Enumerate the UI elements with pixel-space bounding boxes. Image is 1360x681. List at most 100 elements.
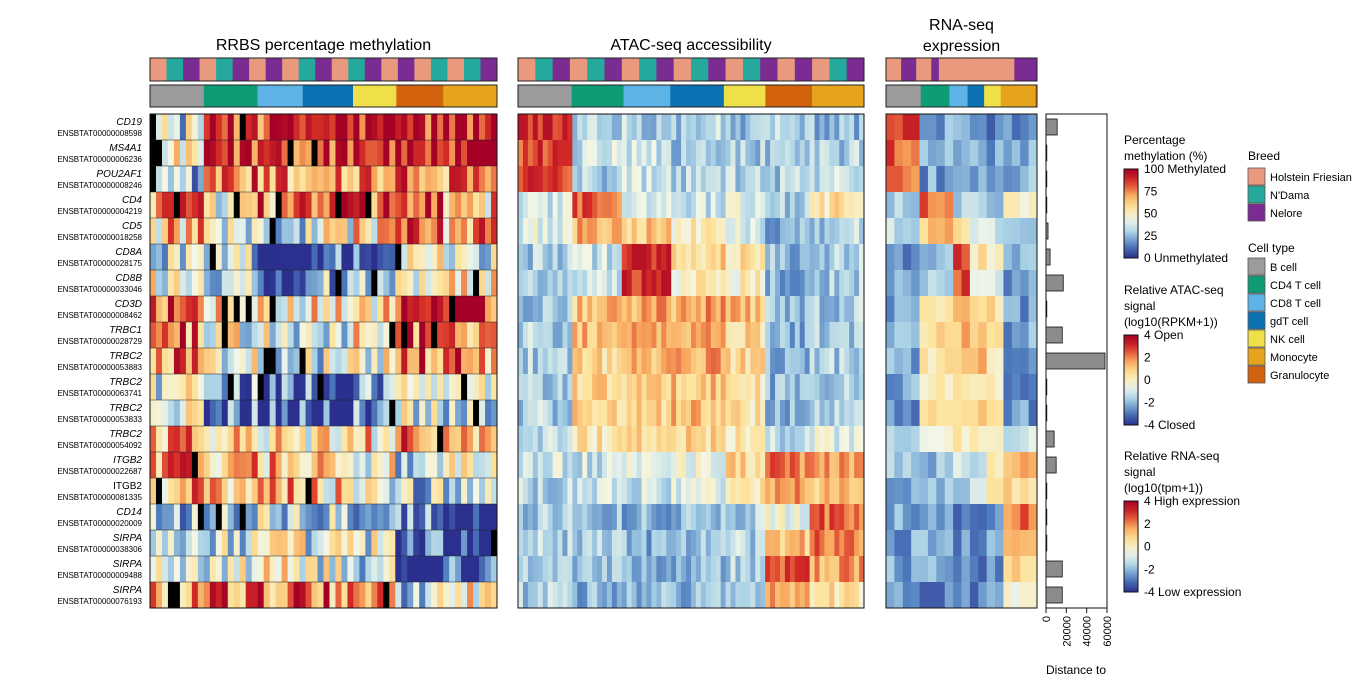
heat-cell (710, 192, 717, 219)
heat-cell (995, 140, 1004, 167)
heat-cell (567, 504, 573, 531)
heat-cell (407, 348, 414, 375)
heat-cell (179, 296, 187, 323)
heat-cell (819, 452, 825, 479)
heat-cell (621, 374, 628, 401)
heat-cell (547, 400, 553, 427)
heat-cell (215, 348, 223, 375)
heat-cell (161, 582, 169, 609)
heat-cell (203, 244, 211, 271)
heat-cell (770, 530, 776, 557)
heat-cell (323, 296, 330, 323)
heat-cell (239, 218, 247, 245)
heat-cell (839, 478, 845, 505)
heat-cell (927, 166, 937, 193)
heat-cell (317, 296, 324, 323)
heat-cell (730, 348, 736, 375)
heat-cell (691, 452, 697, 479)
heat-cell (651, 166, 657, 193)
heat-cell (311, 530, 318, 557)
heat-cell (197, 426, 205, 453)
heat-cell (542, 478, 548, 505)
heat-cell (227, 270, 235, 297)
heat-cell (854, 218, 860, 245)
heat-cell (537, 244, 544, 271)
heat-cell (740, 322, 746, 349)
breed-cell-n-dama (535, 58, 553, 81)
heat-cell (341, 374, 348, 401)
heat-cell (936, 296, 946, 323)
heat-cell (978, 322, 988, 349)
heat-cell (347, 426, 354, 453)
heat-cell (784, 582, 791, 609)
heat-cell (839, 166, 845, 193)
heat-cell (740, 452, 746, 479)
heat-cell (676, 322, 682, 349)
heat-cell (527, 426, 534, 453)
heat-cell (532, 218, 539, 245)
heat-cell (167, 582, 175, 609)
heat-cell (221, 244, 229, 271)
heat-cell (413, 478, 420, 505)
heat-cell (293, 322, 300, 349)
breed-cell-holstein-friesian (938, 58, 955, 81)
heat-cell (233, 348, 241, 375)
heat-cell (809, 322, 815, 349)
heat-cell (491, 114, 498, 141)
heat-cell (789, 140, 796, 167)
heat-cell (150, 478, 157, 505)
heat-cell (557, 374, 563, 401)
heat-cell (1011, 452, 1021, 479)
heat-cell (552, 582, 558, 609)
heat-cell (443, 114, 450, 141)
heat-cell (251, 322, 259, 349)
heat-cell (167, 140, 175, 167)
heat-cell (572, 270, 578, 297)
heat-cell (209, 244, 217, 271)
heat-cell (745, 400, 751, 427)
heat-cell (700, 348, 707, 375)
heat-cell (755, 452, 761, 479)
row-label-ensembl: ENSBTAT00000009488 (57, 571, 142, 580)
heat-cell (592, 530, 598, 557)
heat-cell (413, 218, 420, 245)
heat-cell (359, 114, 366, 141)
heat-cell (686, 296, 692, 323)
heat-cell (691, 322, 697, 349)
heat-cell (401, 426, 408, 453)
heat-cell (735, 322, 741, 349)
heat-cell (986, 348, 996, 375)
heat-cell (691, 114, 697, 141)
heat-cell (542, 114, 548, 141)
heat-cell (557, 452, 563, 479)
heat-cell (577, 478, 583, 505)
heat-cell (467, 530, 474, 557)
heat-cell (371, 400, 378, 427)
heat-cell (527, 296, 534, 323)
heat-cell (775, 400, 781, 427)
heat-cell (329, 556, 336, 583)
heat-cell (1020, 192, 1029, 219)
heat-cell (233, 218, 241, 245)
heat-cell (1003, 348, 1013, 375)
heat-cell (661, 374, 667, 401)
row-labels: CD19ENSBTAT00000008598MS4A1ENSBTAT000000… (57, 117, 142, 606)
heat-cell (269, 348, 276, 375)
heat-cell (245, 582, 253, 609)
heat-cell (377, 452, 384, 479)
heat-cell (1020, 400, 1029, 427)
heat-cell (203, 374, 211, 401)
celltype-cell-b-cell (150, 85, 205, 107)
row-label-gene: TRBC2 (109, 351, 142, 362)
heat-cell (730, 478, 736, 505)
heat-cell (592, 296, 598, 323)
heat-cell (577, 348, 583, 375)
heat-cell (527, 400, 534, 427)
heat-cell (557, 192, 563, 219)
heat-cell (281, 244, 288, 271)
heat-cell (686, 582, 692, 609)
heat-cell (263, 244, 270, 271)
heat-cell (419, 426, 426, 453)
heat-cell (311, 504, 318, 531)
heat-cell (894, 478, 904, 505)
